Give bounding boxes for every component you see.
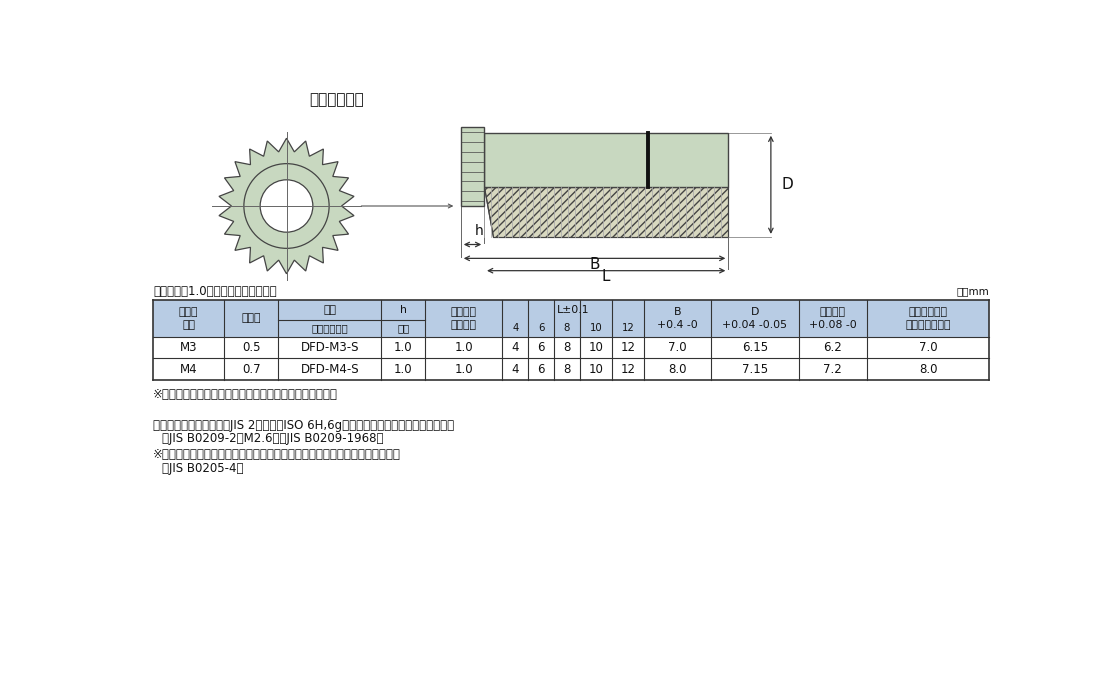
Polygon shape	[485, 133, 729, 187]
Text: 7.0: 7.0	[919, 341, 938, 354]
Text: 10: 10	[588, 363, 604, 376]
Text: 4: 4	[511, 363, 519, 376]
Text: （JIS B0209-2、M2.6のみJIS B0209-1968）: （JIS B0209-2、M2.6のみJIS B0209-1968）	[163, 433, 384, 445]
Text: スルータイプ: スルータイプ	[310, 92, 364, 107]
Text: 単位mm: 単位mm	[957, 286, 989, 297]
Text: 最大: 最大	[397, 324, 409, 333]
Bar	[154, 337, 989, 359]
Text: 0.7: 0.7	[242, 363, 261, 376]
Text: 10: 10	[589, 324, 603, 333]
Text: ねじの
呼び: ねじの 呼び	[179, 307, 198, 330]
Text: M3: M3	[179, 341, 197, 354]
Text: B
+0.4 -0: B +0.4 -0	[657, 307, 698, 330]
Text: 1.0: 1.0	[394, 341, 412, 354]
Bar	[154, 300, 989, 337]
Text: 使用可能
最小板厚: 使用可能 最小板厚	[451, 307, 477, 330]
Text: ※表記以外のその他寸法についてはお問い合わせ下さい。: ※表記以外のその他寸法についてはお問い合わせ下さい。	[154, 388, 338, 401]
Text: D: D	[782, 177, 793, 193]
Text: 8.0: 8.0	[668, 363, 687, 376]
Text: 1.0: 1.0	[455, 341, 473, 354]
Text: 0.5: 0.5	[242, 341, 261, 354]
Text: 12: 12	[622, 324, 634, 333]
Text: 型式: 型式	[323, 305, 336, 315]
Circle shape	[244, 164, 329, 248]
Text: 6.15: 6.15	[742, 341, 768, 354]
Text: 1.0: 1.0	[455, 363, 473, 376]
Text: 6: 6	[537, 341, 545, 354]
Text: 取付穴中心と
板端の最小距離: 取付穴中心と 板端の最小距離	[906, 307, 951, 330]
Text: 7.0: 7.0	[668, 341, 687, 354]
Text: h: h	[400, 305, 407, 315]
Polygon shape	[485, 187, 729, 237]
Text: L±0.1: L±0.1	[557, 305, 589, 315]
Text: L: L	[602, 270, 610, 284]
Text: 4: 4	[511, 341, 519, 354]
Text: 12: 12	[620, 341, 635, 354]
Text: 8: 8	[563, 363, 570, 376]
Text: h: h	[475, 224, 483, 238]
Text: DFD-M3-S: DFD-M3-S	[301, 341, 359, 354]
Text: ステンレス鋼: ステンレス鋼	[311, 324, 348, 333]
Text: ※表面処理後や打痕、キズ等による変形時は有効径を基準寸法まで許容する。: ※表面処理後や打痕、キズ等による変形時は有効径を基準寸法まで許容する。	[154, 448, 401, 461]
Text: ピッチ: ピッチ	[242, 313, 261, 324]
Text: 6: 6	[537, 363, 545, 376]
Polygon shape	[219, 138, 354, 274]
Text: 8: 8	[564, 324, 570, 333]
Circle shape	[261, 180, 313, 232]
Text: 8.0: 8.0	[919, 363, 938, 376]
Polygon shape	[461, 128, 485, 206]
Text: B: B	[589, 257, 599, 272]
Text: 6: 6	[538, 324, 545, 333]
Text: 取付穴径
+0.08 -0: 取付穴径 +0.08 -0	[809, 307, 857, 330]
Bar	[154, 359, 989, 380]
Text: 8: 8	[563, 341, 570, 354]
Text: DFD-M4-S: DFD-M4-S	[301, 363, 359, 376]
Text: （JIS B0205-4）: （JIS B0205-4）	[163, 462, 244, 475]
Text: 弊社規格品のねじ精度はJIS 2級またはISO 6H,6gの有効径範囲を満たすものである。: 弊社規格品のねじ精度はJIS 2級またはISO 6H,6gの有効径範囲を満たすも…	[154, 419, 455, 431]
Text: 12: 12	[620, 363, 635, 376]
Text: 10: 10	[588, 341, 604, 354]
Text: 4: 4	[512, 324, 518, 333]
Text: 1.0: 1.0	[394, 363, 412, 376]
Text: 標準（ｔ＝1.0～）（スルータイプ）: 標準（ｔ＝1.0～）（スルータイプ）	[154, 285, 276, 298]
Text: 7.15: 7.15	[742, 363, 768, 376]
Text: 7.2: 7.2	[823, 363, 842, 376]
Text: 6.2: 6.2	[823, 341, 842, 354]
Text: D
+0.04 -0.05: D +0.04 -0.05	[722, 307, 788, 330]
Text: M4: M4	[179, 363, 197, 376]
